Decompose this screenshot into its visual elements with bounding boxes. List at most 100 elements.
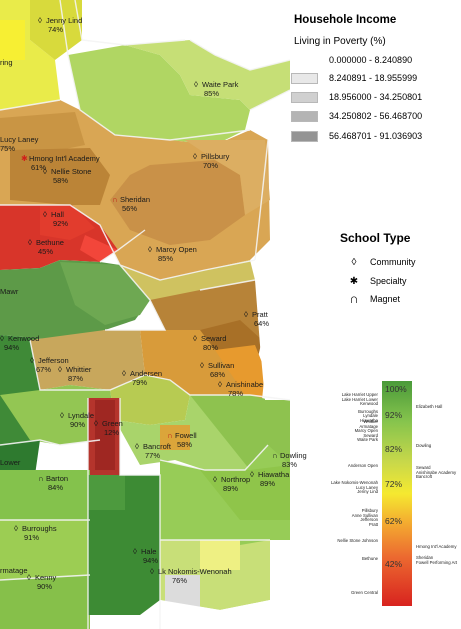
ramp-school-list: Lake Harriet Upper Lake Harriet Lower Kenw… [341, 392, 378, 423]
ramp-school-list: Hmong Int'l Academy [416, 544, 457, 549]
diamond-icon: ◊ [135, 442, 139, 451]
region-sheridan [110, 160, 245, 245]
asterisk-icon: ✱ [21, 154, 28, 163]
school-label[interactable]: ◊ Jefferson 67% [30, 356, 69, 374]
diamond-icon: ◊ [250, 470, 254, 479]
school-label[interactable]: ◊ Whittier 87% [58, 365, 92, 383]
magnet-icon: ∩ [349, 291, 359, 306]
ramp-school-list: Dowling [416, 443, 432, 448]
ramp-school-list: Bethune [361, 556, 378, 561]
income-class: 8.240891 - 18.955999 [291, 73, 461, 85]
region-fowell [160, 425, 190, 450]
region-anishinabe [215, 345, 265, 400]
school-label[interactable]: ◊ Sullivan 68% [200, 361, 235, 379]
school-label[interactable]: ◊ Anishinabe 78% [218, 380, 264, 398]
region-seward [140, 330, 250, 400]
magnet-icon: ∩ [167, 431, 173, 440]
ramp-school-list: Lake Nokomis-Wenonah Lucy Laney Jenny Lind [331, 480, 378, 495]
diamond-icon: ◊ [28, 238, 32, 247]
school-label[interactable]: rmatage [0, 566, 28, 575]
school-label[interactable]: ✱Hmong Int'l Academy 61% [21, 154, 100, 172]
ramp-label: 100% [385, 384, 407, 394]
school-label[interactable]: ◊ Pillsbury 70% [193, 152, 230, 170]
school-label[interactable]: ◊ Northrop 89% [213, 475, 251, 493]
region-hale-n [88, 475, 125, 510]
school-label[interactable]: ◊ Green 12% [94, 419, 123, 437]
school-label[interactable]: ◊ Hall 92% [43, 210, 69, 228]
school-label[interactable]: ◊ Burroughs 91% [14, 524, 57, 542]
income-class: 34.250802 - 56.468700 [291, 111, 461, 123]
school-label[interactable]: ◊ Bancroft 77% [135, 442, 171, 460]
school-label[interactable]: ◊ Jenny Lind 74% [38, 16, 83, 34]
school-label[interactable]: ◊ Lyndale 90% [60, 411, 94, 429]
region-andersen [110, 375, 190, 425]
region-green-central-core [95, 400, 115, 470]
school-label[interactable]: ◊ Lk Nokomis-Wenonah 76% [150, 567, 232, 585]
school-label[interactable]: ◊ Kenwood 94% [0, 334, 40, 352]
school-label[interactable]: ◊ Pratt 64% [244, 310, 270, 328]
ramp-label: 42% [385, 559, 403, 569]
region-hall [40, 205, 95, 240]
school-label[interactable]: ◊ Kenny 90% [27, 573, 57, 591]
diamond-icon: ◊ [244, 310, 248, 319]
school-label[interactable]: ◊ Hiawatha 89% [250, 470, 290, 488]
diamond-icon: ◊ [193, 334, 197, 343]
ramp-school-list: Green Central [351, 590, 378, 595]
school-label[interactable]: ◊ Waite Park 85% [194, 80, 239, 98]
diamond-icon: ◊ [351, 257, 357, 268]
school-label[interactable]: ring [0, 58, 13, 67]
income-class: 56.468701 - 91.036903 [291, 131, 461, 143]
region-south-white [160, 540, 290, 629]
school-label[interactable]: ◊ Seward 80% [193, 334, 227, 352]
map-regions [0, 0, 290, 629]
income-class: 18.956000 - 34.250801 [291, 92, 461, 104]
diamond-icon: ◊ [43, 167, 47, 176]
school-label[interactable]: Lucy Laney 75% [0, 135, 39, 153]
school-label[interactable]: Mawr [0, 287, 19, 296]
school-label[interactable]: ∩ Sheridan 56% [112, 195, 151, 213]
school-label[interactable]: ◊ Bethune 45% [28, 238, 64, 256]
ramp-school-list: Pillsbury Anne Sullivan Jefferson Pratt [351, 508, 378, 527]
income-swatch [291, 73, 318, 84]
diamond-icon: ◊ [194, 80, 198, 89]
region-waite-park [68, 45, 250, 145]
diamond-icon: ◊ [43, 210, 47, 219]
region-kenny [0, 575, 90, 629]
asterisk-icon: ✱ [349, 276, 359, 287]
income-swatch [291, 55, 318, 66]
magnet-icon: ∩ [38, 474, 44, 483]
region-hmong [10, 148, 110, 205]
school-label[interactable]: ◊ Hale 94% [133, 547, 159, 565]
ramp-school-list: Whittier Armatage Marcy Open Seward Waite Pa… [354, 419, 378, 443]
region-nokomis-yellow [200, 540, 240, 570]
map-legend: Househole Income Living in Poverty (%) 0… [288, 0, 461, 629]
diamond-icon: ◊ [94, 419, 98, 428]
diamond-icon: ◊ [150, 567, 154, 576]
magnet-icon: ∩ [112, 195, 118, 204]
diamond-icon: ◊ [122, 369, 126, 378]
map-boundaries [0, 0, 290, 629]
income-swatch [291, 92, 318, 103]
diamond-icon: ◊ [213, 475, 217, 484]
diamond-icon: ◊ [0, 334, 4, 343]
school-label[interactable]: ◊ Marcy Open 85% [148, 245, 197, 263]
legend-title: Househole Income [294, 14, 397, 26]
school-label[interactable]: ∩ Barton 84% [38, 474, 69, 492]
region-hiawatha [200, 465, 290, 520]
diamond-icon: ◊ [148, 245, 152, 254]
ramp-school-list: Nellie Stone Johnson [337, 538, 378, 543]
income-swatch [291, 111, 318, 122]
school-label[interactable]: ◊ Nellie Stone 58% [43, 167, 92, 185]
school-label[interactable]: ◊ Andersen 79% [122, 369, 163, 387]
school-type-title: School Type [340, 231, 411, 245]
school-label[interactable]: ∩ Fowell 58% [167, 431, 197, 449]
region-ne-green [125, 40, 290, 110]
school-label[interactable]: ∩ Dowling 83% [272, 451, 307, 469]
ramp-label: 92% [385, 410, 403, 420]
diamond-icon: ◊ [14, 524, 18, 533]
school-label[interactable]: Lower [0, 458, 21, 467]
diamond-icon: ◊ [200, 361, 204, 370]
diamond-icon: ◊ [60, 411, 64, 420]
region-lucy-laney [0, 112, 85, 150]
region-burroughs [0, 520, 90, 590]
